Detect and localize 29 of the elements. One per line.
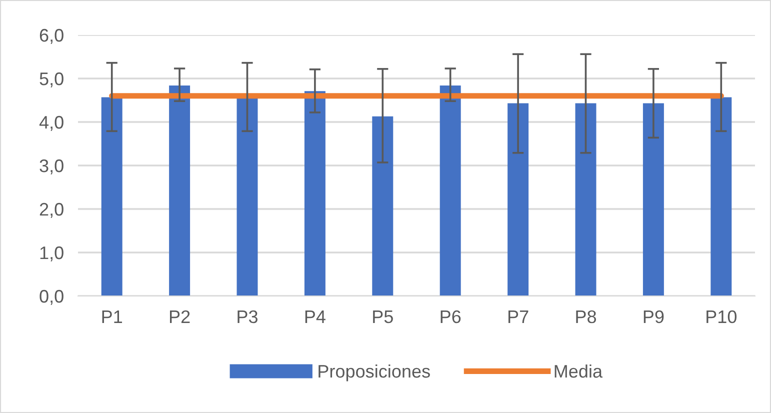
bar bbox=[575, 103, 596, 296]
bar bbox=[440, 85, 461, 296]
bar bbox=[101, 97, 122, 296]
x-tick-label: P3 bbox=[238, 310, 258, 324]
x-tick-label: P9 bbox=[644, 310, 664, 324]
x-tick-label: P10 bbox=[706, 310, 737, 324]
y-tick-label: 0,0 bbox=[40, 290, 64, 305]
x-tick-label: P7 bbox=[508, 310, 528, 323]
bar bbox=[236, 97, 258, 296]
bar bbox=[372, 116, 394, 296]
x-tick-label: P4 bbox=[305, 310, 326, 323]
y-tick-label: 1,0 bbox=[40, 246, 64, 262]
bar bbox=[508, 103, 529, 296]
y-tick-label: 3,0 bbox=[40, 159, 64, 174]
bar bbox=[304, 91, 326, 296]
x-tick-label: P6 bbox=[440, 310, 461, 324]
x-tick-label: P2 bbox=[170, 310, 190, 323]
y-tick-label: 2,0 bbox=[40, 202, 64, 218]
legend-label: Media bbox=[554, 364, 603, 378]
y-tick-label: 6,0 bbox=[40, 28, 64, 44]
x-tick-label: P8 bbox=[576, 310, 596, 324]
x-tick-label: P5 bbox=[373, 310, 393, 324]
y-tick-label: 4,0 bbox=[39, 116, 64, 131]
bar bbox=[169, 85, 190, 296]
bar bbox=[710, 97, 732, 296]
y-tick-label: 5,0 bbox=[40, 72, 64, 88]
legend-label: Proposiciones bbox=[318, 364, 430, 382]
bar bbox=[642, 103, 664, 296]
x-tick-label: P1 bbox=[102, 310, 122, 323]
